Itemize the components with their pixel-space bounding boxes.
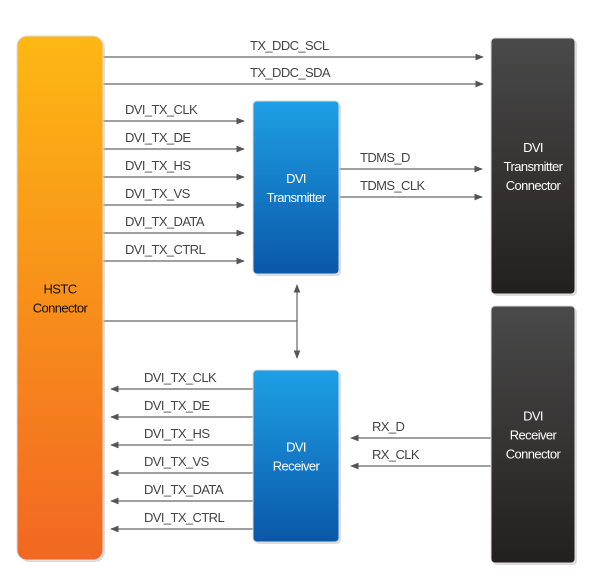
tx-input-signal-label: DVI_TX_CTRL [125, 242, 205, 257]
ddc-signal-label: TX_DDC_SDA [250, 65, 331, 80]
tx-input-signal-label: DVI_TX_DATA [125, 214, 205, 229]
transmitter-label: DVI [286, 171, 306, 186]
rx-output-signal-label: DVI_TX_DATA [144, 482, 224, 497]
rx-output-signal-label: DVI_TX_CLK [144, 370, 217, 385]
tx-input-signal-label: DVI_TX_DE [125, 130, 191, 145]
receiver-block: DVI Receiver [252, 369, 341, 544]
hstc-label: Connector [33, 301, 89, 316]
tx-input-signal-label: DVI_TX_CLK [125, 102, 198, 117]
tdms-signal-label: TDMS_CLK [360, 178, 425, 193]
transmitter-label: Transmitter [267, 190, 327, 205]
rx-connector-label: Receiver [510, 428, 558, 443]
rx-input-signal-label: RX_D [372, 419, 404, 434]
rx-connector-block: DVI Receiver Connector [490, 305, 577, 565]
hstc-block: HSTC Connector [16, 35, 105, 562]
rx-output-signal-label: DVI_TX_VS [144, 454, 210, 469]
rx-output-signal-label: DVI_TX_CTRL [144, 510, 224, 525]
tx-connector-label: DVI [523, 140, 543, 155]
rx-output-signal-label: DVI_TX_DE [144, 398, 210, 413]
transmitter-block: DVI Transmitter [252, 100, 341, 276]
hstc-label: HSTC [44, 282, 77, 297]
receiver-label: DVI [286, 440, 306, 455]
rx-input-signal-label: RX_CLK [372, 447, 420, 462]
tx-connector-label: Transmitter [504, 159, 564, 174]
rx-connector-label: DVI [523, 409, 543, 424]
rx-output-signal-label: DVI_TX_HS [144, 426, 210, 441]
tx-connector-block: DVI Transmitter Connector [490, 37, 577, 296]
tdms-signal-label: TDMS_D [360, 150, 410, 165]
tx-input-signal-label: DVI_TX_VS [125, 186, 191, 201]
rx-connector-label: Connector [506, 447, 562, 462]
ddc-signal-label: TX_DDC_SCL [250, 38, 329, 53]
tx-input-signal-label: DVI_TX_HS [125, 158, 191, 173]
tx-connector-label: Connector [506, 178, 562, 193]
receiver-label: Receiver [273, 459, 321, 474]
